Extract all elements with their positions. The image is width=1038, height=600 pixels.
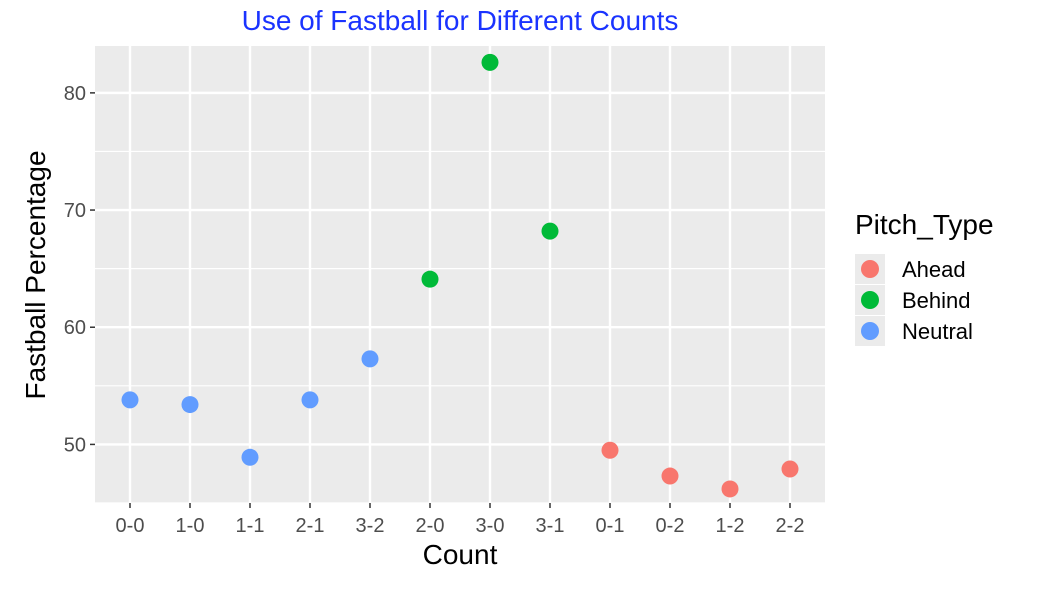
point-neutral [181, 396, 199, 414]
x-tick-label: 0-0 [116, 515, 145, 537]
x-tick-label: 2-2 [776, 515, 805, 537]
legend-title: Pitch_Type [855, 209, 994, 240]
point-behind [541, 222, 559, 240]
chart-title: Use of Fastball for Different Counts [242, 5, 679, 36]
point-behind [481, 53, 499, 71]
x-axis-title: Count [423, 539, 498, 570]
x-tick-labels: 0-0 1-0 1-1 2-1 3-2 2-0 3-0 3-1 0-1 0-2 1-2 2-2 [116, 503, 805, 537]
point-behind [421, 270, 439, 288]
legend-label: Ahead [902, 257, 966, 282]
data-points [121, 53, 799, 498]
legend-items: Ahead Behind Neutral [855, 254, 973, 346]
x-tick-label: 2-0 [416, 515, 445, 537]
legend: Pitch_Type Ahead Behind Neutral [855, 209, 994, 346]
y-tick-labels: 50 60 70 80 [64, 83, 95, 456]
y-tick-label: 70 [64, 200, 86, 222]
x-tick-label: 3-1 [536, 515, 565, 537]
point-neutral [361, 350, 379, 368]
x-tick-label: 3-2 [356, 515, 385, 537]
plot-panel [95, 46, 825, 503]
point-neutral [301, 391, 319, 409]
legend-key-neutral [861, 322, 879, 340]
x-tick-label: 2-1 [296, 515, 325, 537]
legend-label: Neutral [902, 319, 973, 344]
point-ahead [721, 480, 739, 498]
y-tick-label: 60 [64, 317, 86, 339]
y-tick-label: 80 [64, 83, 86, 105]
x-tick-label: 1-0 [176, 515, 205, 537]
legend-label: Behind [902, 288, 971, 313]
legend-key-behind [861, 291, 879, 309]
point-neutral [241, 448, 259, 466]
x-tick-label: 1-1 [236, 515, 265, 537]
x-tick-label: 1-2 [716, 515, 745, 537]
legend-key-ahead [861, 260, 879, 278]
point-ahead [601, 441, 619, 459]
x-tick-label: 0-2 [656, 515, 685, 537]
y-tick-label: 50 [64, 434, 86, 456]
y-axis-title: Fastball Percentage [20, 150, 51, 399]
point-ahead [781, 460, 799, 478]
point-ahead [661, 467, 679, 485]
x-tick-label: 0-1 [596, 515, 625, 537]
x-tick-label: 3-0 [476, 515, 505, 537]
point-neutral [121, 391, 139, 409]
